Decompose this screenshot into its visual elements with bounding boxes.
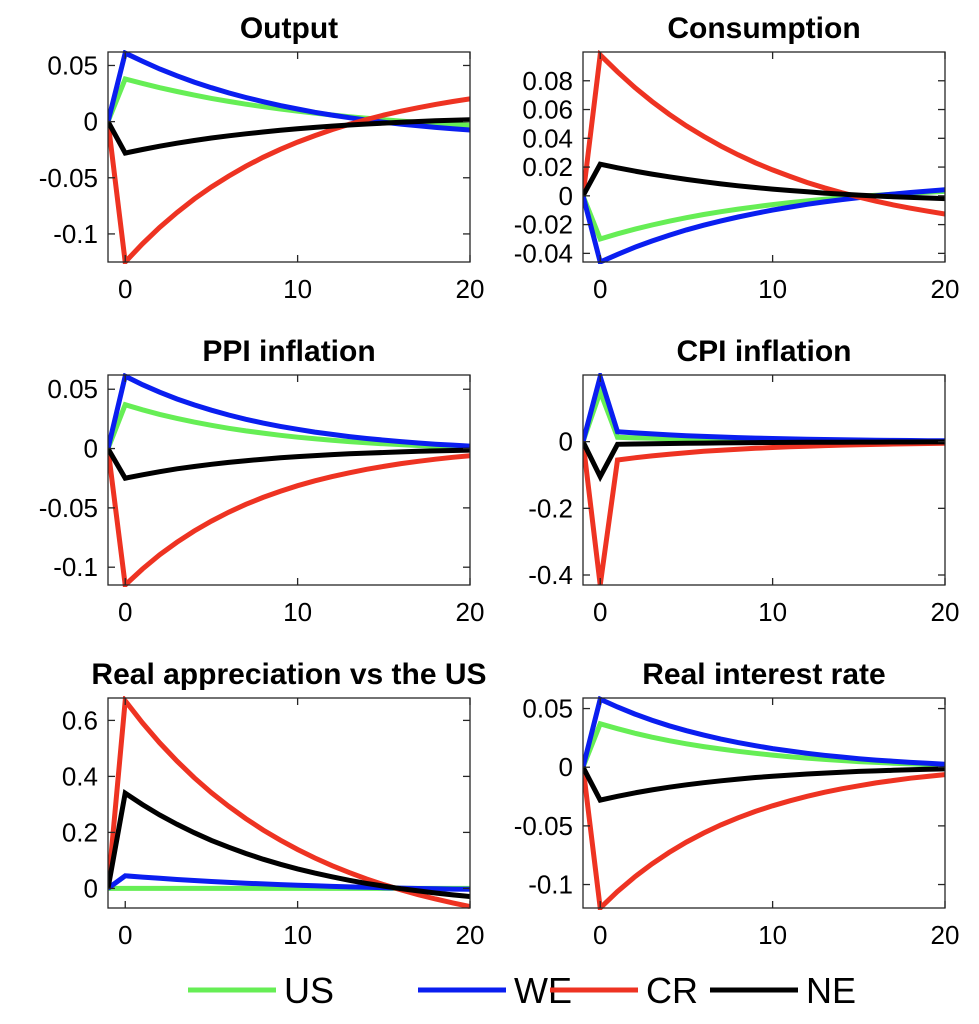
plot-frame [582,374,946,586]
chart-panel: Real interest rate -0.1 -0.05 0 0.05 0 10 20 [514,658,960,950]
series-line-we [108,373,470,450]
series-line-cr [583,440,945,586]
y-tick-label: 0.02 [522,152,573,182]
y-tick-label: 0 [559,752,573,782]
y-tick-label: 0.05 [522,694,573,724]
y-tick-label: -0.1 [53,552,98,582]
y-tick-label: -0.2 [528,493,573,523]
x-tick-label: 20 [456,597,485,627]
panel-title: Real appreciation vs the US [91,658,486,691]
x-tick-label: 10 [758,597,787,627]
y-tick-label: 0 [559,181,573,211]
y-tick-label: -0.4 [528,560,573,590]
series-line-we [583,187,945,264]
x-tick-label: 10 [283,597,312,627]
y-tick-label: 0.06 [522,95,573,125]
series-line-cr [583,50,945,217]
chart-panel: Output -0.1 -0.05 0 0.05 0 10 20 [39,12,485,304]
x-tick-label: 10 [758,920,787,950]
chart-panel: PPI inflation -0.1 -0.05 0 0.05 0 10 20 [39,335,485,627]
x-tick-label: 10 [758,274,787,304]
series-line-we [583,373,945,444]
series-line-us [108,76,470,128]
x-tick-label: 10 [283,274,312,304]
legend-label: US [284,970,334,1011]
x-tick-label: 0 [593,920,607,950]
x-tick-label: 0 [593,274,607,304]
series-line-us [108,401,470,450]
series-line-cr [108,696,470,909]
x-tick-label: 0 [118,597,132,627]
panel-title: Real interest rate [642,658,885,691]
legend: US WE CR NE [188,970,856,1011]
series-line-ne [108,789,470,899]
plot-frame [582,697,946,909]
series-line-ne [583,766,945,803]
y-tick-label: -0.05 [39,163,98,193]
x-tick-label: 0 [118,920,132,950]
x-tick-label: 20 [456,920,485,950]
plot-frame [582,51,946,263]
x-tick-label: 20 [931,274,960,304]
x-tick-label: 20 [931,597,960,627]
series-line-cr [108,448,470,587]
y-tick-label: -0.02 [514,210,573,240]
series-line-ne [583,161,945,202]
series-line-ne [108,117,470,156]
series-line-we [108,50,470,133]
panel-title: CPI inflation [677,335,852,368]
x-tick-label: 20 [931,920,960,950]
legend-label: NE [806,970,856,1011]
y-tick-label: 0.05 [47,374,98,404]
y-tick-label: -0.05 [39,493,98,523]
y-tick-label: -0.05 [514,811,573,841]
y-tick-label: 0.2 [62,817,98,847]
chart-panel: CPI inflation -0.4 -0.2 0 0 10 20 [528,335,959,627]
y-tick-label: 0.08 [522,66,573,96]
y-tick-label: 0.4 [62,761,98,791]
series-line-we [583,696,945,768]
y-tick-label: 0 [84,434,98,464]
y-tick-label: 0.6 [62,705,98,735]
y-tick-label: -0.1 [53,219,98,249]
y-tick-label: 0 [559,427,573,457]
plot-frame [107,51,471,263]
x-tick-label: 10 [283,920,312,950]
chart-panel: Real appreciation vs the US 0 0.2 0.4 0.6 0 10… [62,658,487,950]
series-line-ne [108,447,470,481]
panel-title: Output [240,12,338,45]
plot-frame [107,697,471,909]
y-tick-label: -0.1 [528,870,573,900]
y-tick-label: 0 [84,107,98,137]
x-tick-label: 0 [593,597,607,627]
legend-label: CR [646,970,698,1011]
panel-title: Consumption [667,12,860,45]
x-tick-label: 20 [456,274,485,304]
panel-title: PPI inflation [202,335,375,368]
y-tick-label: 0.05 [47,50,98,80]
plot-frame [107,374,471,586]
y-tick-label: 0 [84,873,98,903]
series-line-cr [108,96,470,264]
y-tick-label: 0.04 [522,123,573,153]
series-line-cr [583,766,945,910]
x-tick-label: 0 [118,274,132,304]
y-tick-label: -0.04 [514,238,573,268]
series-line-ne [583,439,945,483]
